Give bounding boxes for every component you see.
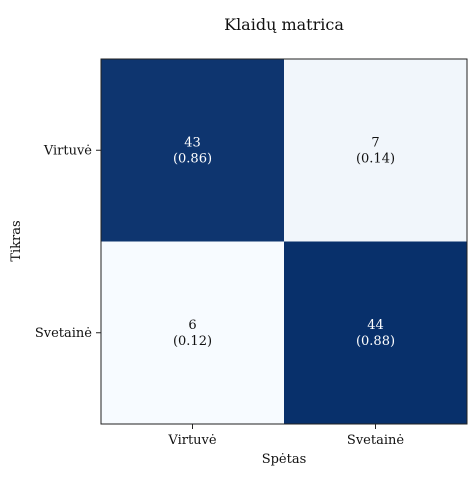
cell-fraction-label-1-1: (0.88) (356, 334, 395, 349)
y-tick-label-1: Svetainė (35, 326, 92, 341)
heatmap-cell-0-0 (101, 59, 284, 242)
cell-count-label-1-0: 6 (188, 318, 196, 333)
x-axis-ticks: Virtuvė Svetainė (167, 424, 404, 448)
cell-count-label-0-1: 7 (371, 135, 379, 150)
chart-title: Klaidų matrica (224, 15, 344, 34)
cell-count-label-1-1: 44 (367, 318, 384, 333)
cell-count-label-0-0: 43 (184, 135, 201, 150)
heatmap-cell-1-1 (284, 241, 467, 424)
y-axis-ticks: Virtuvė Svetainė (35, 143, 101, 341)
heatmap-cell-0-1 (284, 59, 467, 242)
cell-fraction-label-1-0: (0.12) (173, 334, 212, 349)
heatmap-cells: 43(0.86) 7(0.14) 6(0.12) 44(0.88) (101, 59, 467, 424)
y-tick-label-0: Virtuvė (43, 143, 92, 158)
plot-frame (100, 58, 468, 425)
y-axis-label: Tikras (9, 220, 24, 261)
x-tick-label-0: Virtuvė (167, 433, 216, 448)
x-axis-label: Spėtas (262, 452, 307, 467)
x-tick-label-1: Svetainė (347, 433, 404, 448)
cell-fraction-label-0-1: (0.14) (356, 151, 395, 166)
heatmap-cell-1-0 (101, 241, 284, 424)
cell-fraction-label-0-0: (0.86) (173, 151, 212, 166)
